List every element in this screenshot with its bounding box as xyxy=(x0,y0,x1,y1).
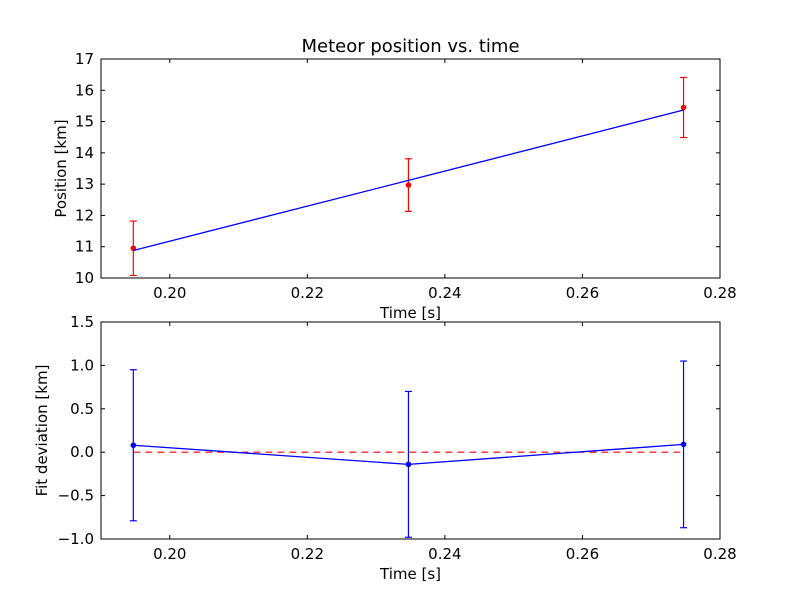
x-axis-label: Time [s] xyxy=(379,304,441,322)
y-tick-label: 11 xyxy=(75,238,94,256)
deviation-panel: 0.20 0.22 0.24 0.26 0.28 −1.0 −0.5 0.0 0.5 1.0 1.5… xyxy=(33,313,737,583)
data-point xyxy=(680,104,687,111)
y-tick-label: −1.0 xyxy=(58,530,94,548)
y-tick-label: 1.5 xyxy=(70,313,94,331)
y-tick-label: −0.5 xyxy=(58,487,94,505)
position-panel: 0.20 0.22 0.24 0.26 0.28 10 11 12 13 14 15 16 17 Time… xyxy=(52,36,737,322)
y-tick-label: 10 xyxy=(75,269,94,287)
y-axis-label: Position [km] xyxy=(52,119,70,217)
x-tick-label: 0.26 xyxy=(566,545,599,563)
y-axis-label: Fit deviation [km] xyxy=(33,365,51,497)
x-tick-label: 0.20 xyxy=(153,284,186,302)
x-tick-label: 0.28 xyxy=(703,284,736,302)
x-tick-label: 0.22 xyxy=(291,284,324,302)
y-tick-label: 15 xyxy=(75,113,94,131)
data-point xyxy=(130,245,137,252)
chart-title: Meteor position vs. time xyxy=(301,36,519,57)
y-tick-label: 13 xyxy=(75,175,94,193)
y-tick-label: 12 xyxy=(75,206,94,224)
x-tick-label: 0.20 xyxy=(153,545,186,563)
axes-frame xyxy=(100,321,721,540)
x-tick-label: 0.26 xyxy=(566,284,599,302)
y-tick-label: 1.0 xyxy=(70,356,94,374)
y-tick-label: 14 xyxy=(75,144,94,162)
data-point xyxy=(405,182,412,188)
x-tick-label: 0.28 xyxy=(703,545,736,563)
data-point xyxy=(130,442,137,449)
data-point xyxy=(405,461,412,468)
x-tick-label: 0.24 xyxy=(428,545,461,563)
axes-frame xyxy=(100,58,721,279)
x-axis-label: Time [s] xyxy=(379,565,441,583)
data-point xyxy=(680,441,687,448)
series-line xyxy=(133,109,684,252)
y-tick-label: 0.5 xyxy=(70,400,94,418)
x-tick-label: 0.24 xyxy=(428,284,461,302)
x-tick-label: 0.22 xyxy=(291,545,324,563)
y-tick-label: 17 xyxy=(75,50,94,68)
y-tick-label: 16 xyxy=(75,81,94,99)
y-tick-label: 0.0 xyxy=(70,443,94,461)
